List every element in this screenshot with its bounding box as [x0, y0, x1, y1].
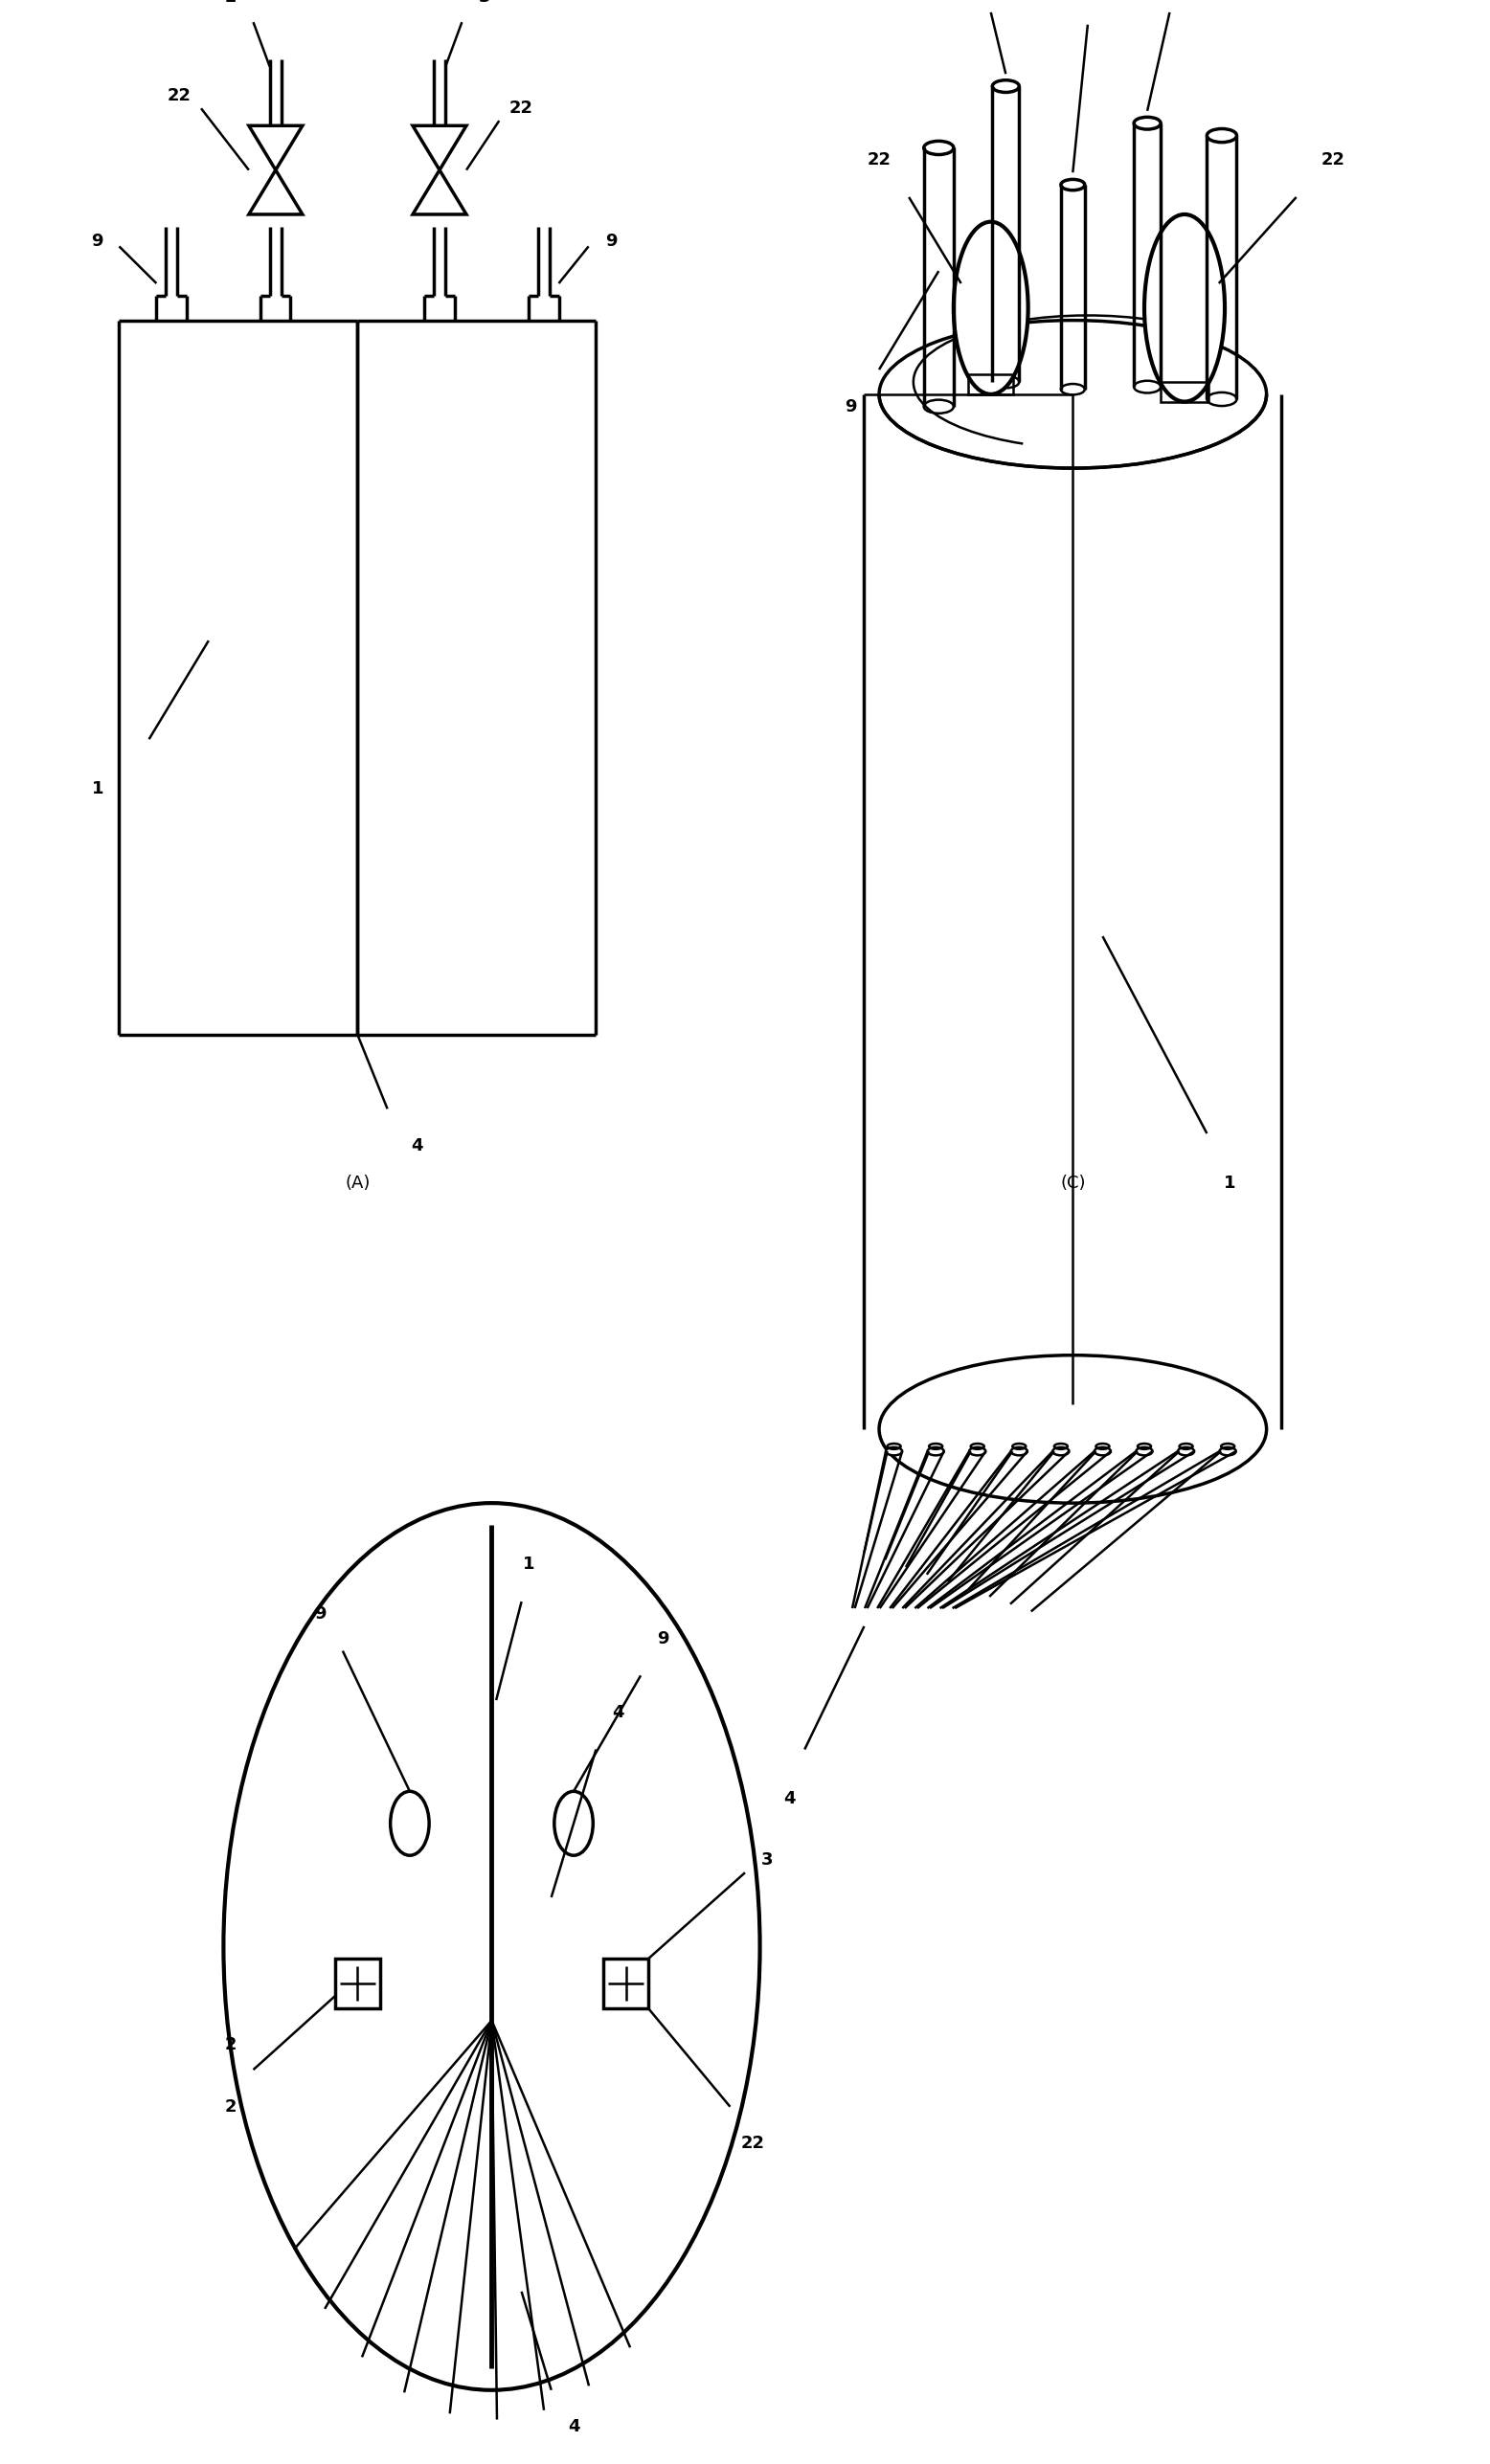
Ellipse shape — [924, 140, 954, 155]
Ellipse shape — [1207, 128, 1237, 143]
Text: 9: 9 — [657, 1631, 669, 1646]
Text: 9: 9 — [845, 399, 857, 414]
Text: 9: 9 — [91, 234, 103, 249]
Text: 22: 22 — [867, 153, 891, 168]
Text: 1: 1 — [92, 781, 104, 796]
Text: (C): (C) — [1059, 1175, 1086, 1190]
Bar — [335, 1959, 380, 2008]
Text: 9: 9 — [605, 234, 617, 249]
Text: 2: 2 — [225, 2099, 237, 2114]
Ellipse shape — [1010, 1446, 1028, 1456]
Ellipse shape — [1220, 1446, 1237, 1456]
Ellipse shape — [927, 1446, 945, 1456]
Text: 3: 3 — [761, 1853, 773, 1868]
Ellipse shape — [968, 1446, 986, 1456]
Text: 2: 2 — [225, 2038, 237, 2053]
Text: 22: 22 — [1322, 153, 1345, 168]
Ellipse shape — [1094, 1446, 1110, 1456]
Ellipse shape — [879, 320, 1266, 468]
Ellipse shape — [885, 1446, 901, 1456]
Text: 9: 9 — [314, 1607, 326, 1621]
Bar — [1161, 382, 1208, 402]
Ellipse shape — [1137, 1446, 1153, 1456]
Text: (A): (A) — [346, 1175, 370, 1190]
Ellipse shape — [1061, 180, 1085, 190]
Text: 2: 2 — [225, 0, 237, 5]
Text: 3: 3 — [478, 0, 490, 5]
Bar — [968, 375, 1013, 394]
Text: 4: 4 — [411, 1138, 423, 1153]
Text: 1: 1 — [523, 1557, 535, 1572]
Text: 1: 1 — [1223, 1175, 1235, 1190]
Ellipse shape — [1134, 118, 1161, 128]
Ellipse shape — [1177, 1446, 1195, 1456]
Text: 22: 22 — [510, 101, 533, 116]
Text: 4: 4 — [784, 1791, 796, 1806]
Ellipse shape — [1144, 214, 1225, 402]
Ellipse shape — [954, 222, 1028, 394]
Text: 4: 4 — [612, 1705, 624, 1720]
Text: 4: 4 — [568, 2420, 580, 2434]
Text: 22: 22 — [741, 2136, 764, 2151]
Ellipse shape — [992, 81, 1019, 91]
Ellipse shape — [1052, 1446, 1070, 1456]
Bar — [603, 1959, 648, 2008]
Text: 22: 22 — [167, 89, 191, 103]
